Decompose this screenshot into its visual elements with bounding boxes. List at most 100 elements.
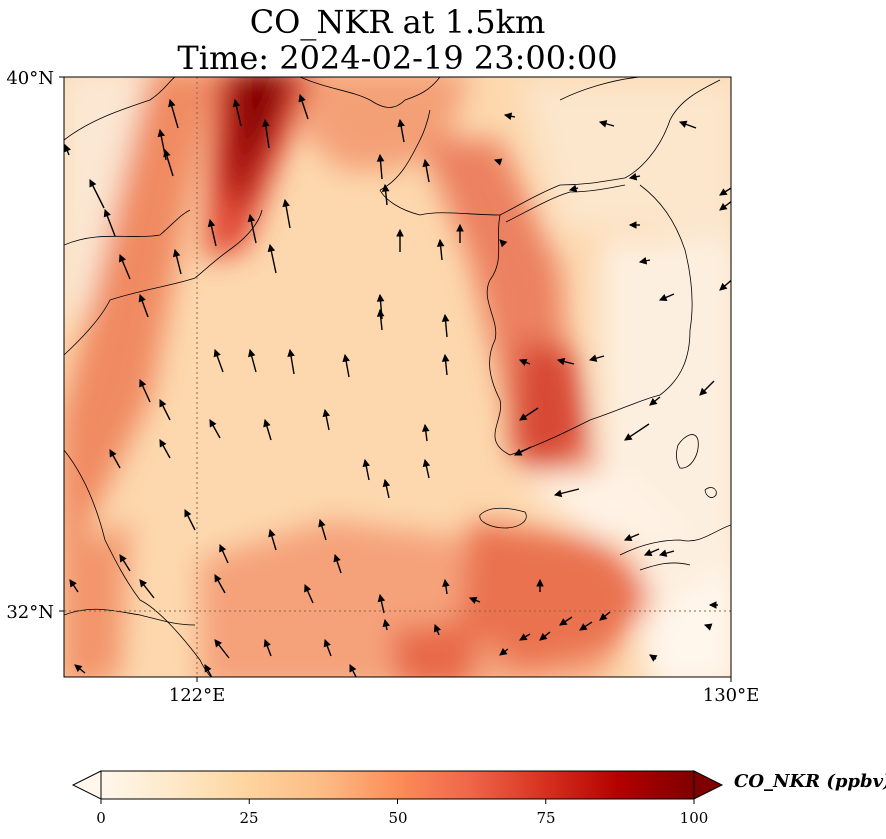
wind-arrow-head [499,239,508,248]
wind-arrow-head [708,601,717,609]
wind-arrow-head [514,448,523,456]
wind-arrow-head [119,554,127,563]
lat-label-40: 40°N [6,68,54,89]
wind-arrow-head [268,528,276,538]
wind-arrow-head [599,612,608,621]
wind-arrow-head [247,213,256,223]
wind-arrow-head [209,419,217,428]
wind-arrow-head [219,543,227,553]
wind-arrow-head [638,256,648,265]
wind-arrow-head [318,518,326,528]
map-frame [63,76,732,678]
wind-arrow-head [559,618,568,626]
colorbar-tick-100: 100 [680,809,709,827]
wind-arrow-head [468,596,478,604]
wind-arrow-head [422,458,431,468]
wind-arrow-head [493,158,503,166]
wind-arrow-head [397,118,405,128]
wind-arrow-head [263,418,271,428]
wind-arrow-head [719,282,728,291]
wind-arrow-head [719,188,728,196]
wind-arrow-head [184,509,192,518]
wind-arrow-head [624,433,633,441]
wind-arrow-head [282,198,290,208]
wind-arrow-head [628,221,637,229]
wind-arrow-head [377,593,386,603]
wind-arrow-head [503,112,513,121]
wind-arrow-head [719,203,728,211]
wind-arrow-head [649,397,658,406]
title-line-2: Time: 2024-02-19 23:00:00 [177,39,618,77]
wind-arrow-head [263,638,271,648]
wind-arrow-head [433,623,441,633]
wind-arrow-head [287,348,295,358]
wind-arrow-head [172,248,181,258]
wind-arrow-head [333,553,341,563]
wind-arrow-head [442,578,450,587]
coastlines [64,77,731,677]
wind-arrow-head [159,398,167,408]
colorbar-tick-75: 75 [536,809,555,827]
wind-arrow-head [323,638,331,648]
wind-arrow-head [699,387,708,396]
co-concentration-field [64,77,731,677]
wind-arrow-head [139,378,147,388]
wind-arrow-head [381,183,390,192]
wind-arrow-head [628,172,638,181]
wind-arrow-head [499,648,508,656]
colorbar-tick-25: 25 [239,809,258,827]
wind-arrow-head [539,632,548,641]
wind-arrow-head [262,118,270,127]
wind-arrow-head [436,238,445,247]
wind-arrow-head [139,579,147,588]
wind-arrow-head [376,308,385,317]
wind-arrow-head [214,574,222,583]
wind-arrow-head [168,98,176,108]
wind-arrow-head [248,348,256,358]
gridlines [64,77,731,677]
wind-arrow-head [441,313,450,322]
wind-arrow-head [598,120,608,128]
wind-arrow-head [422,158,430,168]
wind-arrow-head [118,253,127,263]
wind-arrow-head [422,423,430,432]
wind-arrow-head [568,184,578,193]
wind-arrow-head [396,228,404,237]
colorbar: 0 25 50 75 100 CO_NKR (ppbv) [71,770,886,827]
colorbar-extend-max [693,770,724,800]
wind-arrow-head [553,489,563,498]
wind-arrow-head [649,654,658,662]
wind-arrow-head [382,478,391,488]
wind-arrow-head [658,293,668,301]
wind-arrow-head [519,633,528,641]
lat-label-32: 32°N [6,602,54,623]
wind-arrow-head [322,408,331,418]
lon-label-122: 122°E [169,685,226,706]
wind-arrow-head [382,618,391,628]
wind-vectors [64,93,731,677]
wind-arrow-head [204,664,212,673]
wind-arrow-head [232,98,241,108]
wind-arrow-head [536,578,544,587]
wind-arrow-head [362,458,371,468]
colorbar-title: CO_NKR (ppbv) [734,771,886,792]
wind-arrow-head [376,153,385,162]
wind-arrow-head [518,358,528,366]
wind-arrow-head [64,143,71,153]
wind-arrow-head [267,243,276,253]
wind-arrow-head [214,639,222,648]
wind-arrow-head [109,449,117,458]
wind-arrow-head [703,623,713,631]
wind-arrow-head [159,439,167,448]
wind-arrow-head [658,549,668,557]
colorbar-tick-50: 50 [388,809,407,827]
wind-arrow-head [579,623,588,631]
wind-arrow-head [157,128,166,138]
wind-arrow-head [213,348,221,358]
wind-arrow-head [298,93,306,103]
wind-arrow-head [456,223,464,232]
wind-arrow-head [556,357,566,366]
wind-arrow-head [376,293,385,302]
wind-arrow-head [623,533,633,541]
